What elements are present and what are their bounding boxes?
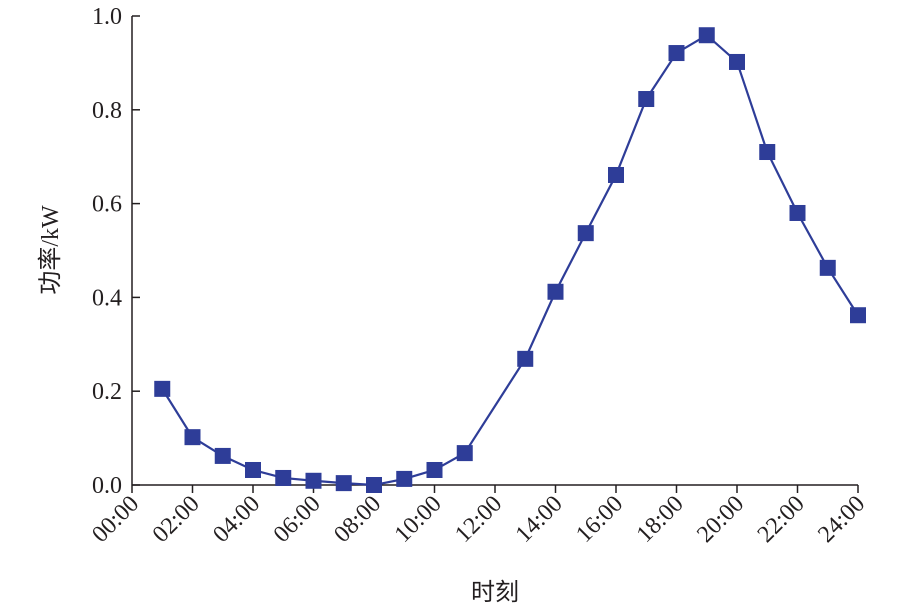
data-marker [214, 447, 231, 464]
y-tick-label: 0.4 [92, 285, 122, 311]
x-tick-label: 12:00 [450, 491, 507, 548]
data-marker [154, 380, 171, 397]
data-marker [789, 204, 806, 221]
data-marker [668, 45, 685, 62]
data-marker [456, 445, 473, 462]
data-marker [819, 259, 836, 276]
data-marker [396, 470, 413, 487]
x-tick-label: 04:00 [208, 491, 265, 548]
data-marker [608, 166, 624, 183]
y-tick-label: 0.0 [92, 473, 122, 499]
y-tick-label: 0.2 [92, 379, 122, 405]
data-marker [577, 225, 594, 242]
y-tick-label: 0.8 [92, 98, 122, 124]
data-marker [335, 475, 352, 492]
x-tick-label: 24:00 [813, 491, 870, 548]
data-marker [638, 91, 655, 108]
data-marker [426, 461, 443, 478]
x-tick-label: 18:00 [632, 491, 689, 548]
data-marker [698, 27, 715, 44]
data-marker [245, 461, 261, 478]
y-tick-label: 1.0 [92, 4, 122, 30]
data-marker [729, 53, 745, 70]
data-marker [275, 469, 292, 486]
x-tick-label: 00:00 [87, 491, 144, 548]
y-tick-label: 0.6 [92, 192, 122, 218]
x-tick-label: 02:00 [148, 491, 205, 548]
data-marker [305, 472, 322, 489]
x-tick-label: 16:00 [571, 491, 628, 548]
data-marker [759, 144, 776, 161]
x-axis-label: 时刻 [471, 579, 519, 606]
x-tick-label: 14:00 [511, 491, 568, 548]
data-marker [850, 307, 866, 324]
x-tick-label: 20:00 [692, 491, 749, 548]
data-line [161, 33, 859, 487]
data-marker [184, 429, 201, 446]
x-tick-label: 10:00 [390, 491, 447, 548]
data-marker [366, 477, 382, 493]
x-tick-label: 22:00 [753, 491, 810, 548]
data-marker [547, 283, 564, 300]
y-axis-label: 功率/kW [37, 205, 64, 295]
x-tick-label: 06:00 [269, 491, 326, 548]
data-marker [517, 350, 534, 367]
x-tick-label: 08:00 [329, 491, 386, 548]
